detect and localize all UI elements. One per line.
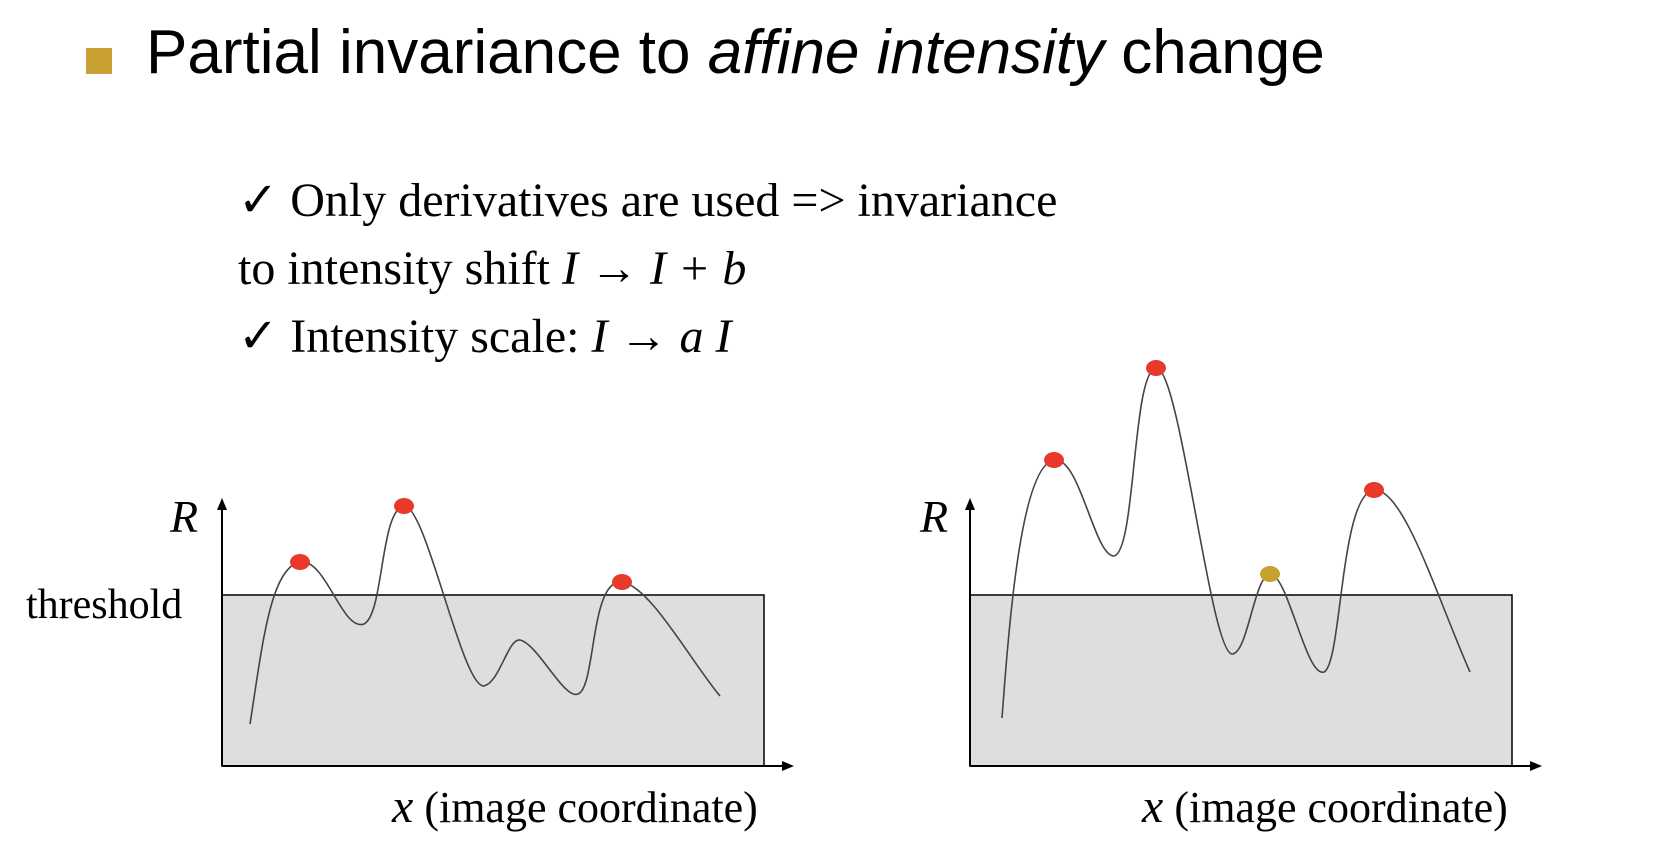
right-x-axis-desc: (image coordinate) [1163, 783, 1508, 832]
check-line3-prefix: Intensity scale: [290, 310, 592, 363]
left-peak-marker [394, 498, 414, 514]
left-y-axis-label: R [169, 491, 198, 542]
right-response-curve [1001, 367, 1471, 719]
right-x-axis-var: x [1141, 780, 1163, 833]
check-item-scale: ✓ Intensity scale: I → a I [238, 308, 731, 366]
slide-title: Partial invariance to affine intensity c… [146, 16, 1325, 90]
threshold-label: threshold [26, 582, 182, 628]
left-threshold-region [221, 594, 765, 767]
right-x-axis-label: x (image coordinate) [1141, 780, 1508, 833]
right-threshold-region [969, 594, 1513, 767]
right-peak-marker [1044, 452, 1064, 468]
check-line2-prefix: to intensity shift [238, 242, 562, 295]
right-peak-marker [1364, 482, 1384, 498]
left-peak-marker [612, 574, 632, 590]
check-line3-math: I → a I [591, 310, 732, 363]
check-line1-text: Only derivatives are used => invariance [290, 174, 1058, 227]
right-y-axis-label: R [919, 491, 948, 542]
left-x-axis-label: x (image coordinate) [391, 780, 758, 833]
check-item-shift: to intensity shift I → I + b [238, 240, 746, 298]
left-response-curve [249, 505, 721, 725]
check-icon: ✓ [238, 310, 279, 363]
left-plot: R threshold x (image coordinate) [26, 491, 794, 833]
title-part1: Partial invariance to [146, 18, 708, 87]
right-peak-marker [1146, 360, 1166, 376]
right-subthreshold-peak-marker [1260, 566, 1280, 582]
left-peak-marker [290, 554, 310, 570]
right-plot: R x (image coordinate) [919, 360, 1542, 833]
title-part2: affine intensity [707, 18, 1105, 87]
check-line2-math: I → I + b [562, 242, 747, 295]
title-part3: change [1104, 18, 1325, 87]
title-bullet [86, 48, 112, 74]
left-x-axis-var: x [391, 780, 413, 833]
check-icon: ✓ [238, 174, 279, 227]
left-x-axis-desc: (image coordinate) [413, 783, 758, 832]
check-item-derivatives: ✓ Only derivatives are used => invariance [238, 172, 1057, 230]
